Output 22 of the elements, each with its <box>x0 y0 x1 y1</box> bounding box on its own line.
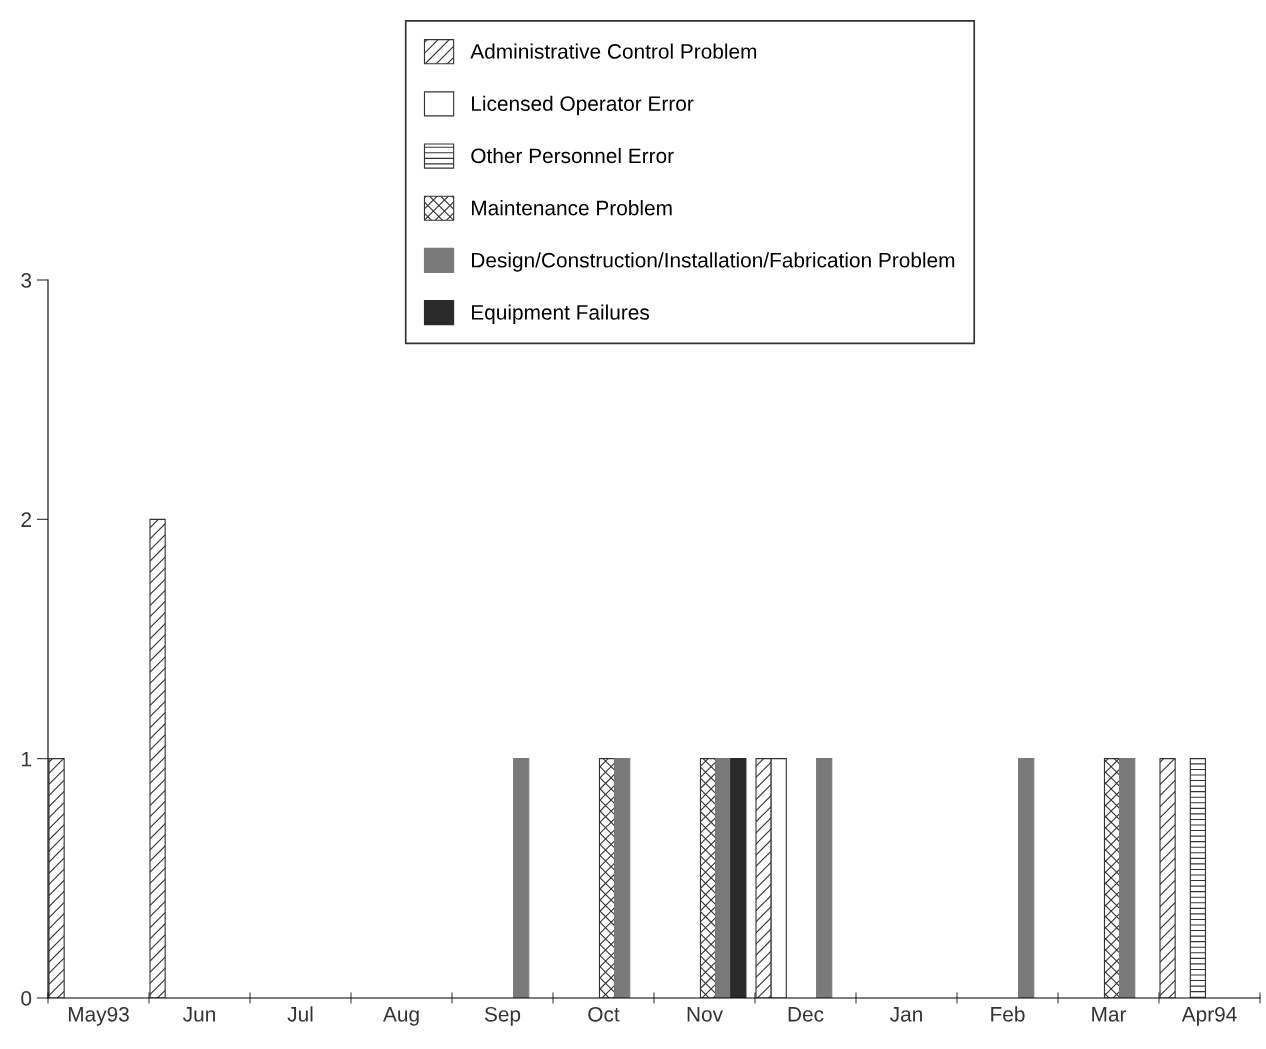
y-tick-label: 2 <box>21 512 31 527</box>
x-tick-label: Apr94 <box>1181 1006 1237 1026</box>
legend-label: Other Personnel Error <box>471 147 674 164</box>
legend-label: Licensed Operator Error <box>472 95 694 116</box>
legend-label: Administrative Control Problem <box>470 43 757 59</box>
x-tick-label: Feb <box>991 1006 1025 1022</box>
x-tick-label: Sep <box>484 1006 521 1026</box>
legend-label: Equipment Failures <box>472 304 650 324</box>
x-tick-label: May93 <box>68 1006 129 1026</box>
x-tick-label: Aug <box>383 1007 419 1026</box>
legend-label: Maintenance Problem <box>472 200 672 216</box>
x-tick-label: Oct <box>588 1006 620 1022</box>
legend-label: Design/Construction/Installation/Fabrication Problem <box>472 252 955 272</box>
x-tick-label: Nov <box>687 1007 723 1022</box>
x-tick-label: Mar <box>1092 1007 1127 1022</box>
y-tick-label: 0 <box>21 991 32 1006</box>
x-tick-label: Jan <box>890 1007 922 1022</box>
x-tick-label: Jun <box>183 1007 215 1022</box>
y-tick-label: 1 <box>22 751 32 767</box>
y-tick-label: 3 <box>21 273 32 288</box>
x-tick-label: Jul <box>287 1006 313 1022</box>
x-tick-label: Dec <box>788 1007 824 1022</box>
